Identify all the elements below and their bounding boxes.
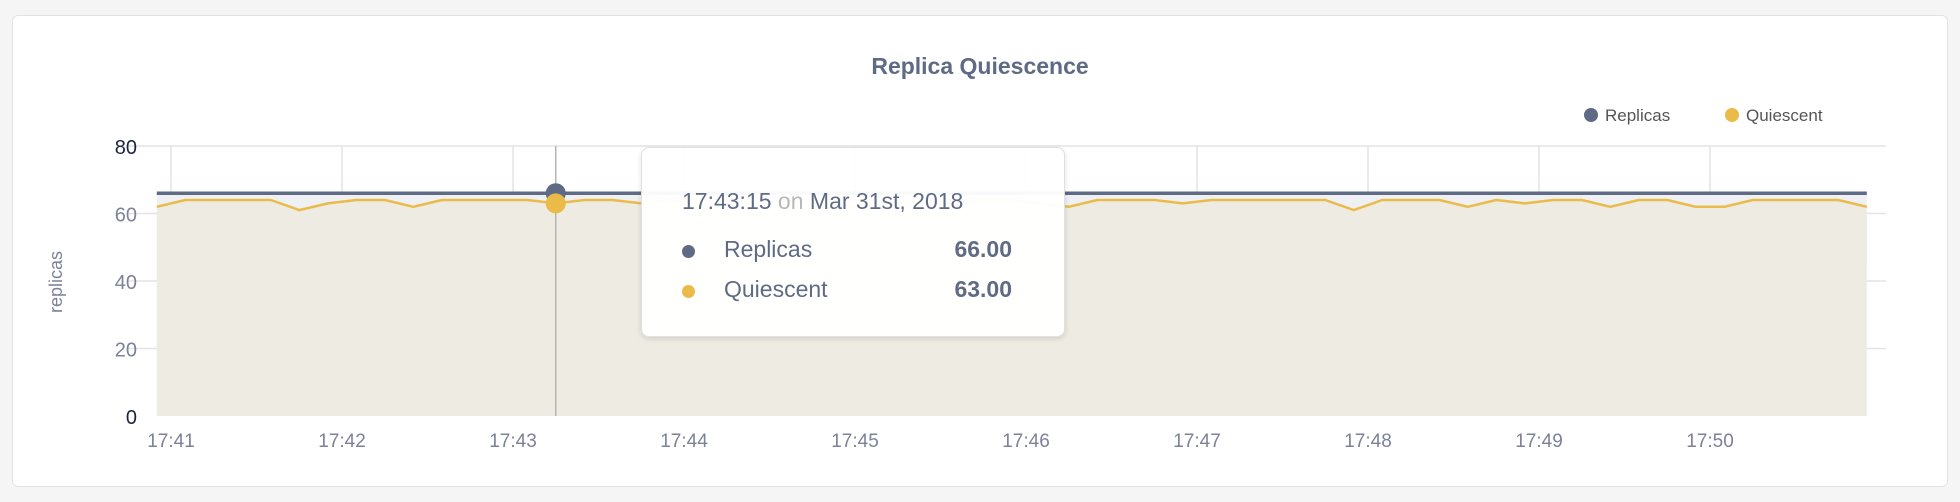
y-tick-label: 40 xyxy=(115,272,137,294)
tooltip-value: 63.00 xyxy=(954,276,1012,302)
x-tick-label: 17:48 xyxy=(1344,431,1392,452)
chart-title: Replica Quiescence xyxy=(871,53,1088,79)
y-axis-label: replicas xyxy=(46,251,66,313)
x-tick-label: 17:49 xyxy=(1515,431,1563,452)
tooltip-name: Replicas xyxy=(724,236,813,262)
x-tick-label: 17:50 xyxy=(1686,431,1734,452)
tooltip-name: Quiescent xyxy=(724,276,828,302)
legend-dot-quiescent xyxy=(1725,108,1739,122)
legend-label-replicas[interactable]: Replicas xyxy=(1605,106,1670,125)
tooltip-on: on xyxy=(777,188,804,214)
y-tick-label: 80 xyxy=(115,137,137,159)
legend-dot-replicas xyxy=(1584,108,1598,122)
legend-label-quiescent[interactable]: Quiescent xyxy=(1746,106,1823,125)
x-tick-label: 17:44 xyxy=(660,431,708,452)
tooltip-dot-quiescent xyxy=(682,285,695,298)
hover-point-quiescent xyxy=(545,193,566,214)
x-tick-label: 17:45 xyxy=(831,431,879,452)
tooltip-date: Mar 31st, 2018 xyxy=(809,188,964,214)
tooltip-title: 17:43:15 on Mar 31st, 2018 xyxy=(682,188,963,215)
tooltip-value: 66.00 xyxy=(954,236,1012,262)
x-tick-label: 17:46 xyxy=(1002,431,1050,452)
y-tick-label: 20 xyxy=(115,340,137,362)
x-tick-label: 17:47 xyxy=(1173,431,1221,452)
tooltip-dot-replicas xyxy=(682,245,695,258)
tooltip-row-quiescent: Quiescent 63.00 xyxy=(682,276,1012,306)
tooltip: 17:43:15 on Mar 31st, 2018 Replicas 66.0… xyxy=(641,147,1065,337)
tooltip-time: 17:43:15 xyxy=(682,188,772,214)
x-tick-label: 17:43 xyxy=(489,431,537,452)
y-tick-label: 0 xyxy=(126,407,137,429)
y-tick-label: 60 xyxy=(115,205,137,227)
x-tick-label: 17:41 xyxy=(147,431,195,452)
legend: Replicas Quiescent xyxy=(1584,106,1823,125)
tooltip-row-replicas: Replicas 66.00 xyxy=(682,236,1012,266)
x-tick-label: 17:42 xyxy=(318,431,366,452)
